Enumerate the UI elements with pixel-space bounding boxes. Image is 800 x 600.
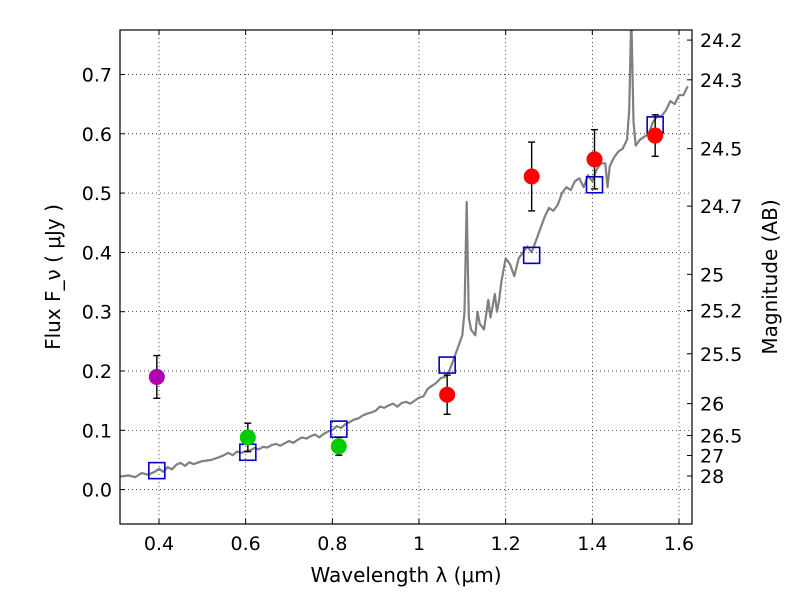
x-tick-label: 1.6 [664, 533, 694, 555]
y-tick-label: 0.2 [82, 361, 112, 383]
observed-flux-point [330, 438, 347, 455]
right-tick-label: 25.2 [700, 301, 742, 323]
observed-flux-point [239, 429, 256, 446]
model-photometry-square [438, 356, 456, 374]
y-tick-label: 0.7 [82, 64, 112, 86]
observed-flux-point [586, 151, 603, 168]
y-tick-label: 0.3 [82, 302, 112, 324]
y-axis-label: Flux F_ν ( μJy ) [41, 204, 65, 350]
x-axis-label: Wavelength λ (μm) [310, 563, 501, 587]
observed-flux-point [439, 386, 456, 403]
spectrum-line [120, 30, 689, 479]
right-tick-label: 26.5 [700, 426, 742, 448]
plot-area [120, 30, 689, 480]
y-tick-label: 0.4 [82, 242, 112, 264]
right-tick-label: 28 [700, 466, 724, 488]
right-tick-label: 25 [700, 264, 724, 286]
right-tick-label: 25.5 [700, 344, 742, 366]
right-axis-label: Magnitude (AB) [758, 199, 782, 354]
plot-frame [119, 29, 693, 525]
model-photometry-square [148, 461, 166, 480]
x-tick-label: 1.4 [577, 533, 607, 555]
x-tick-label: 1 [413, 533, 425, 555]
x-tick-label: 1.2 [491, 533, 521, 555]
right-tick-label: 24.3 [700, 70, 742, 92]
observed-flux-point [148, 368, 165, 385]
y-tick-label: 0.6 [82, 124, 112, 146]
y-tick-label: 0.5 [82, 183, 112, 205]
model-photometry-square [522, 246, 541, 265]
observed-flux-point [523, 168, 540, 185]
right-tick-label: 24.2 [700, 30, 742, 52]
right-tick-label: 24.7 [700, 196, 742, 218]
observed-flux-point [647, 127, 664, 144]
x-tick-label: 0.4 [144, 533, 174, 555]
right-tick-label: 26 [700, 394, 724, 416]
x-tick-label: 0.8 [317, 533, 347, 555]
right-tick-label: 27 [700, 446, 724, 468]
y-tick-label: 0.1 [82, 420, 112, 442]
y-tick-label: 0.0 [82, 480, 112, 502]
x-tick-label: 0.6 [231, 533, 261, 555]
axes: 0.4 0.6 0.8 1 1.2 1.4 1.6 0.0 0.1 0.2 0.3 0.4 0.5 0.6… [82, 30, 742, 555]
right-tick-label: 24.5 [700, 139, 742, 161]
